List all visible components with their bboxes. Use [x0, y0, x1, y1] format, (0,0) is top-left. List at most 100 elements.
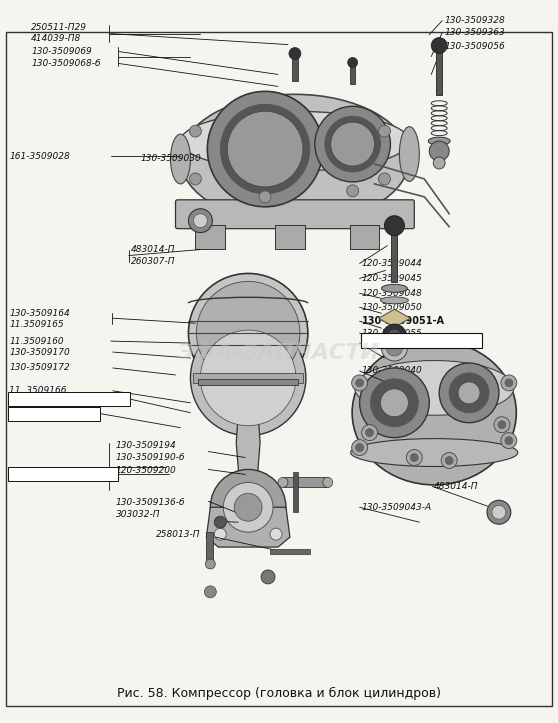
Circle shape	[406, 450, 422, 466]
Circle shape	[323, 477, 333, 487]
Circle shape	[261, 570, 275, 584]
FancyBboxPatch shape	[8, 392, 130, 406]
Circle shape	[501, 375, 517, 391]
Circle shape	[223, 482, 273, 532]
Text: 11.3509165: 11.3509165	[9, 320, 64, 329]
Circle shape	[352, 440, 368, 455]
Circle shape	[205, 559, 215, 569]
Bar	[283, 477, 328, 487]
Ellipse shape	[180, 111, 410, 171]
Text: 130-3509056: 130-3509056	[444, 42, 505, 51]
Text: 11. 3509166: 11. 3509166	[9, 386, 67, 395]
Circle shape	[378, 173, 391, 185]
Text: 161-3509028: 161-3509028	[9, 152, 70, 161]
Polygon shape	[378, 309, 410, 328]
Ellipse shape	[428, 137, 450, 145]
Circle shape	[315, 106, 391, 182]
Text: 120-3509200: 120-3509200	[116, 466, 176, 475]
Circle shape	[487, 500, 511, 524]
Text: 11.3509160: 11.3509160	[9, 337, 64, 346]
Circle shape	[200, 330, 296, 426]
Circle shape	[365, 429, 373, 437]
Ellipse shape	[355, 361, 514, 415]
Circle shape	[492, 505, 506, 519]
Circle shape	[505, 379, 513, 387]
Bar	[392, 233, 397, 283]
Ellipse shape	[382, 284, 407, 292]
Circle shape	[347, 185, 359, 197]
Circle shape	[355, 444, 364, 452]
Text: 250511-П29: 250511-П29	[31, 23, 87, 32]
Text: 130-3509039: 130-3509039	[364, 335, 425, 345]
Circle shape	[270, 529, 282, 540]
Bar	[194, 373, 303, 383]
Bar	[293, 472, 298, 513]
Text: 120-3509048: 120-3509048	[362, 289, 422, 298]
Circle shape	[348, 58, 358, 67]
Text: 120-3509044: 120-3509044	[362, 259, 422, 268]
Text: 130-3509068-б: 130-3509068-б	[31, 59, 101, 68]
Text: 11.3509150: 11.3509150	[13, 409, 68, 418]
Circle shape	[381, 389, 408, 416]
Circle shape	[190, 320, 306, 436]
Circle shape	[382, 335, 407, 361]
FancyBboxPatch shape	[360, 333, 482, 348]
Circle shape	[498, 421, 506, 429]
Text: 130-3509069: 130-3509069	[31, 47, 92, 56]
Bar	[350, 225, 379, 249]
Text: Рис. 58. Компрессор (головка и блок цилиндров): Рис. 58. Компрессор (головка и блок цили…	[117, 687, 441, 700]
Text: 130-3509040: 130-3509040	[362, 367, 422, 375]
Text: 130-3509051-А: 130-3509051-А	[362, 316, 445, 326]
Circle shape	[234, 493, 262, 521]
Text: 303032-П: 303032-П	[116, 510, 160, 518]
Text: 130-3509194: 130-3509194	[116, 441, 176, 450]
Circle shape	[355, 379, 364, 387]
Circle shape	[325, 116, 381, 172]
Circle shape	[194, 214, 208, 228]
FancyBboxPatch shape	[8, 468, 118, 482]
Text: 130-3509030: 130-3509030	[141, 153, 201, 163]
Circle shape	[384, 215, 405, 236]
Polygon shape	[236, 385, 260, 492]
Text: 130-3509043-А: 130-3509043-А	[362, 502, 432, 512]
Circle shape	[433, 157, 445, 169]
Circle shape	[210, 469, 286, 545]
Circle shape	[371, 379, 418, 427]
FancyBboxPatch shape	[176, 200, 415, 228]
Bar	[350, 62, 355, 85]
Circle shape	[190, 173, 201, 185]
Text: 120-3509045: 120-3509045	[362, 274, 422, 283]
Text: 130-3509172: 130-3509172	[9, 364, 70, 372]
Ellipse shape	[171, 134, 190, 184]
Circle shape	[387, 329, 401, 343]
Text: 130-3509164: 130-3509164	[9, 309, 70, 317]
Bar	[292, 54, 298, 82]
Circle shape	[501, 432, 517, 448]
Text: 130-3509170: 130-3509170	[9, 348, 70, 356]
Polygon shape	[206, 508, 290, 547]
Circle shape	[204, 586, 217, 598]
Circle shape	[431, 38, 447, 54]
Circle shape	[189, 209, 213, 233]
Circle shape	[289, 48, 301, 59]
Circle shape	[214, 529, 226, 540]
Text: 414039-П8: 414039-П8	[31, 34, 81, 43]
Text: 130-3509136-б: 130-3509136-б	[116, 498, 185, 507]
Text: 130-3509328: 130-3509328	[444, 16, 505, 25]
Circle shape	[387, 340, 402, 356]
Bar	[206, 532, 213, 562]
Ellipse shape	[400, 127, 419, 181]
Circle shape	[259, 191, 271, 202]
Circle shape	[359, 368, 429, 437]
FancyBboxPatch shape	[8, 407, 100, 421]
Circle shape	[196, 281, 300, 385]
Circle shape	[449, 373, 489, 413]
Circle shape	[439, 363, 499, 423]
Circle shape	[220, 104, 310, 194]
Text: 258013-П: 258013-П	[156, 530, 200, 539]
Ellipse shape	[180, 94, 410, 223]
Circle shape	[441, 453, 457, 469]
Circle shape	[352, 375, 368, 391]
Bar	[275, 225, 305, 249]
Circle shape	[227, 111, 303, 187]
